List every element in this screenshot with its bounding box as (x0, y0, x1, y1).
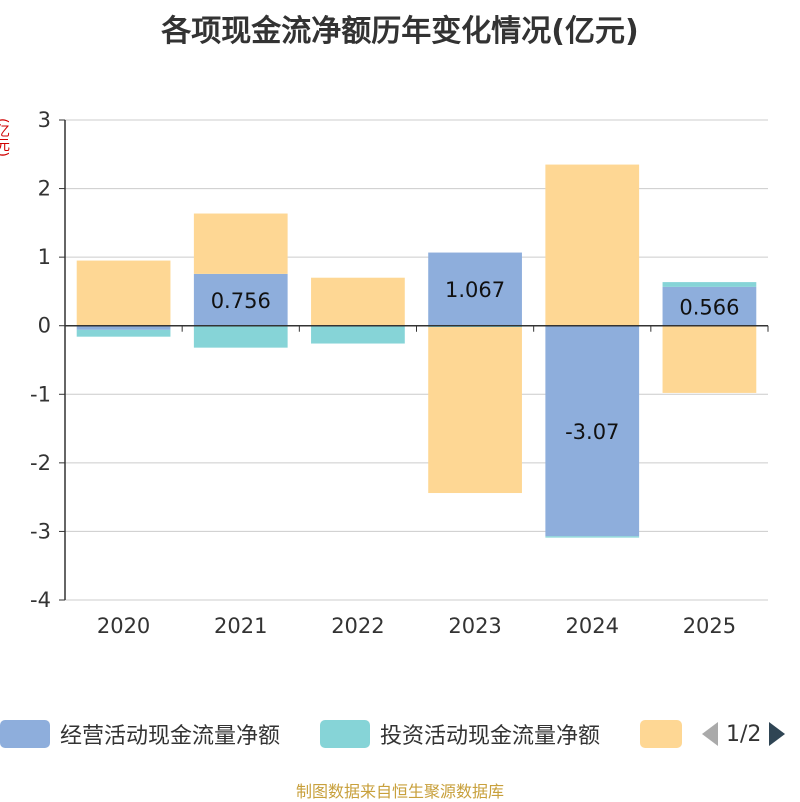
bar-series0-2021 (193, 273, 288, 326)
bar-series0-2024 (545, 325, 640, 537)
legend: 经营活动现金流量净额 投资活动现金流量净额 1/2 (0, 716, 800, 752)
bar-series1-2024 (545, 536, 640, 538)
data-label: 0.756 (211, 289, 271, 313)
legend-page-indicator: 1/2 (726, 721, 762, 747)
x-tick-label: 2022 (331, 614, 384, 638)
legend-item-investing[interactable]: 投资活动现金流量净额 (320, 716, 600, 752)
legend-item-operating[interactable]: 经营活动现金流量净额 (0, 716, 280, 752)
bar-series1-2020 (76, 329, 171, 337)
legend-swatch-operating (0, 720, 50, 748)
bar-series2-2024 (545, 164, 640, 326)
bar-series2-2021 (193, 213, 288, 274)
data-label: 0.566 (679, 295, 739, 319)
legend-label-operating: 经营活动现金流量净额 (60, 724, 281, 749)
x-tick-label: 2021 (214, 614, 267, 638)
bar-series0-2025 (662, 286, 757, 326)
y-tick-label: 3 (38, 108, 51, 132)
y-tick-label: -3 (30, 519, 51, 543)
legend-next-page-icon[interactable] (769, 722, 786, 746)
bar-series2-2025 (662, 325, 757, 393)
y-tick-label: 1 (38, 245, 51, 269)
bar-series0-2020 (76, 325, 171, 330)
y-tick-label: -2 (30, 451, 51, 475)
chart-title: 各项现金流净额历年变化情况(亿元) (161, 14, 639, 49)
data-label: -3.07 (565, 420, 619, 444)
legend-swatch-financing (640, 720, 682, 748)
data-source-note: 制图数据来自恒生聚源数据库 (295, 782, 504, 801)
legend-label-investing: 投资活动现金流量净额 (380, 724, 601, 749)
legend-swatch-investing (320, 720, 370, 748)
legend-item-financing[interactable] (640, 716, 682, 752)
bar-series2-2023 (428, 327, 522, 494)
legend-prev-page-icon[interactable] (702, 722, 718, 746)
y-axis-unit: (亿元) (0, 118, 10, 157)
x-tick-label: 2025 (683, 614, 736, 638)
y-tick-label: 0 (38, 314, 51, 338)
y-tick-label: -4 (30, 588, 51, 612)
bar-series1-2021 (193, 325, 288, 348)
bar-series0-2023 (428, 252, 522, 326)
bar-series1-2022 (311, 326, 405, 344)
x-tick-label: 2024 (566, 614, 619, 638)
bar-series1-2025 (662, 282, 757, 287)
legend-pager: 1/2 (702, 716, 786, 752)
data-label: 1.067 (445, 278, 505, 302)
y-tick-label: -1 (30, 382, 51, 406)
x-tick-label: 2023 (448, 614, 501, 638)
bar-chart: 3 2 1 0 -1 -2 -3 -4 0.756 1.067 -3.07 0.566 2020 2021… (30, 108, 769, 638)
x-tick-label: 2020 (97, 614, 150, 638)
y-tick-label: 2 (38, 177, 51, 201)
bar-series2-2020 (76, 260, 171, 326)
bar-series2-2022 (311, 277, 405, 326)
